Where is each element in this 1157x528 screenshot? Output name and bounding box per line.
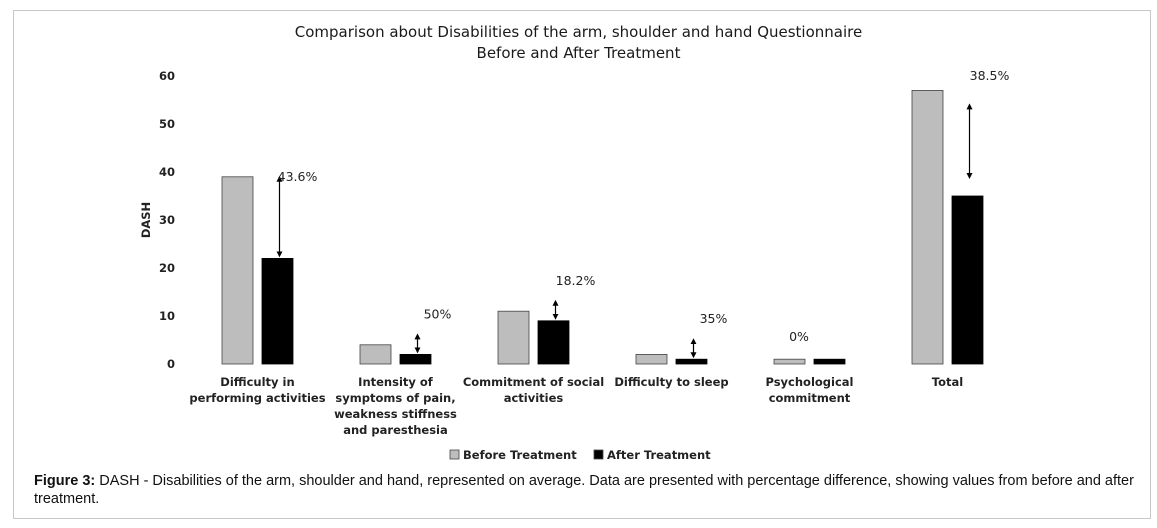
x-category-label: symptoms of pain, (335, 391, 455, 405)
y-tick-label: 0 (167, 357, 175, 371)
percent-annotation: 35% (700, 311, 728, 326)
x-category-label: Difficulty in (220, 375, 294, 389)
legend-label: Before Treatment (463, 448, 577, 462)
x-category-label: Intensity of (358, 375, 434, 389)
bar-before-treatment (773, 358, 806, 365)
bar-after-treatment (675, 358, 708, 365)
bar-after-treatment (537, 320, 570, 365)
bar-after-treatment (951, 195, 984, 365)
x-category-label: Psychological (765, 375, 853, 389)
bar-before-treatment (911, 90, 944, 365)
annotations: 43.6% 50% 18.2% 35% 0% 38.5% (276, 68, 1010, 359)
x-category-label: and paresthesia (343, 423, 448, 437)
y-tick-label: 10 (159, 309, 175, 323)
y-tick-label: 40 (159, 165, 175, 179)
x-category-label: Total (932, 375, 963, 389)
y-tick-label: 50 (159, 117, 175, 131)
percent-annotation: 50% (424, 306, 452, 321)
percent-annotation: 18.2% (556, 273, 596, 288)
percent-annotation: 43.6% (278, 169, 318, 184)
bar-before-treatment (221, 176, 254, 365)
legend-label: After Treatment (607, 448, 711, 462)
bars (221, 90, 984, 365)
x-category-label: performing activities (189, 391, 325, 405)
x-axis-labels: Difficulty in performing activities Intens… (189, 375, 963, 437)
chart-subtitle: Before and After Treatment (476, 44, 681, 62)
x-category-label: Difficulty to sleep (614, 375, 728, 389)
caption-label: Figure 3: (34, 473, 96, 489)
legend: Before Treatment After Treatment (449, 448, 711, 462)
legend-swatch (449, 449, 460, 460)
x-category-label: Commitment of social (463, 375, 604, 389)
figure-caption: Figure 3: DASH - Disabilities of the arm… (34, 472, 1144, 508)
y-tick-label: 20 (159, 261, 175, 275)
percent-annotation: 38.5% (970, 68, 1010, 83)
bar-after-treatment (261, 257, 294, 365)
bar-before-treatment (635, 353, 668, 365)
y-axis-label: DASH (139, 202, 153, 238)
y-tick-label: 60 (159, 69, 175, 83)
chart-title: Comparison about Disabilities of the arm… (294, 23, 863, 41)
y-tick-label: 30 (159, 213, 175, 227)
bar-before-treatment (359, 344, 392, 365)
x-category-label: activities (504, 391, 564, 405)
bar-before-treatment (497, 310, 530, 365)
y-axis: 0 10 20 30 40 50 60 DASH (139, 69, 175, 371)
percent-annotation: 0% (789, 329, 809, 344)
bar-after-treatment (399, 353, 432, 365)
x-category-label: commitment (769, 391, 851, 405)
x-category-label: weakness stiffness (334, 407, 457, 421)
bar-after-treatment (813, 358, 846, 365)
legend-swatch (593, 449, 604, 460)
caption-text: DASH - Disabilities of the arm, shoulder… (34, 473, 1134, 507)
